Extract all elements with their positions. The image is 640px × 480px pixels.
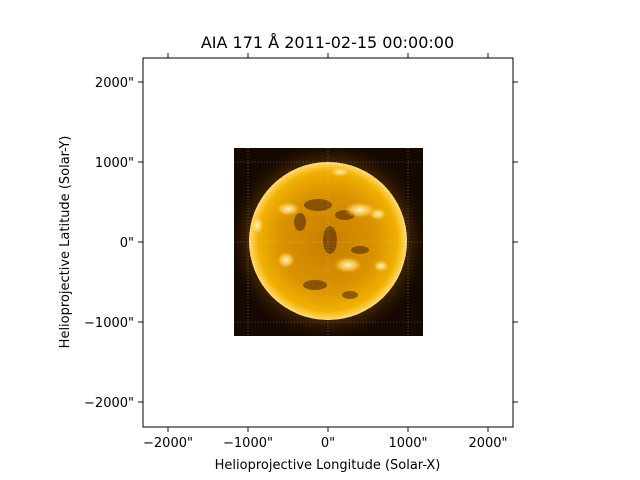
x-tick-label: 0" [321,436,335,451]
x-tick-label: 1000" [388,436,427,451]
y-tick-label: −1000" [84,316,134,331]
y-tick-label: −2000" [84,396,134,411]
x-tick-label: −1000" [223,436,273,451]
x-tick-labels: −2000" −1000" 0" 1000" 2000" [143,436,508,451]
y-tick-label: 2000" [95,76,134,91]
dark-regions [294,199,369,299]
tick-marks [138,53,518,432]
y-axis-label: Helioprojective Latitude (Solar-Y) [58,136,73,349]
y-tick-label: 0" [120,236,134,251]
solar-image [234,148,423,336]
x-tick-label: −2000" [143,436,193,451]
active-regions [250,167,389,273]
x-axis-label: Helioprojective Longitude (Solar-X) [215,458,441,473]
coordinate-grid [234,148,423,336]
figure-title: AIA 171 Å 2011-02-15 00:00:00 [201,33,454,52]
x-tick-label: 2000" [468,436,507,451]
y-tick-labels: 2000" 1000" 0" −1000" −2000" [84,76,134,411]
y-tick-label: 1000" [95,156,134,171]
